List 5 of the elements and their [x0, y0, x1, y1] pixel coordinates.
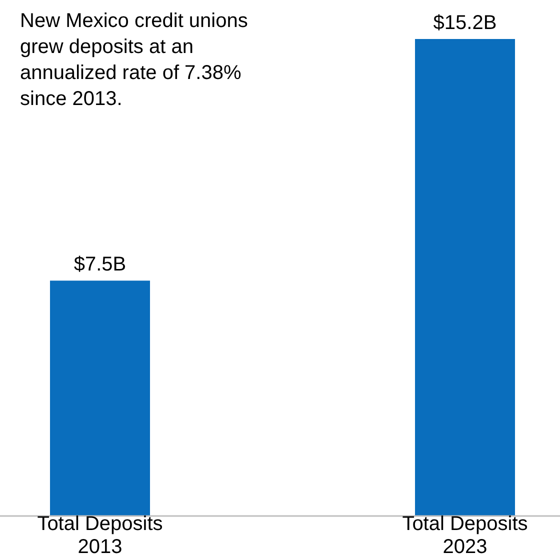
x-tick-label: Total Deposits 2023 [402, 513, 528, 556]
annotation: New Mexico credit unions grew deposits at an annualized rate of 7.38% since 2013. [20, 10, 248, 110]
data-label: $15.2B [433, 12, 497, 34]
x-tick-label: Total Deposits 2013 [37, 513, 163, 556]
data-label: $7.5B [74, 254, 126, 276]
